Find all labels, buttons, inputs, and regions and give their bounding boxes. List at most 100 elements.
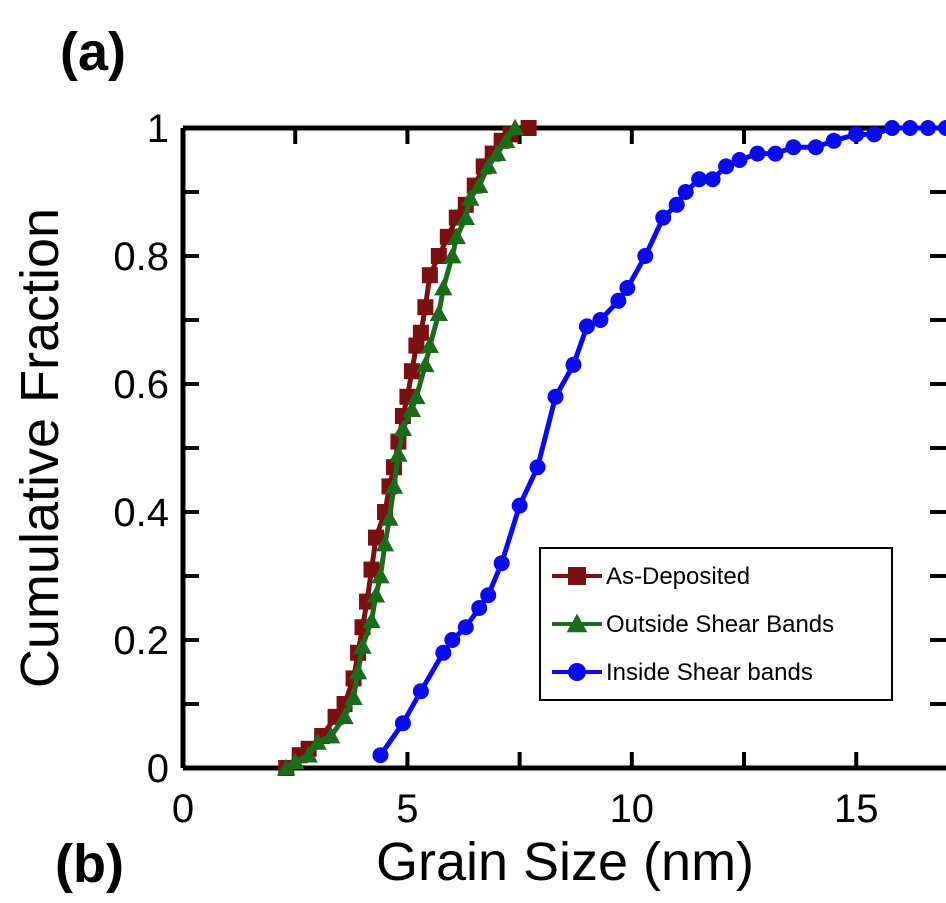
series-line [284, 125, 530, 770]
data-point [592, 312, 609, 328]
data-point [363, 561, 380, 578]
data-point [308, 733, 327, 750]
data-point [335, 707, 354, 725]
data-point [785, 139, 802, 156]
data-point [668, 196, 685, 213]
series-square [278, 120, 537, 776]
x-tick-label: 10 [610, 787, 655, 831]
data-point [412, 683, 429, 700]
data-point [487, 144, 507, 161]
data-point [496, 131, 516, 149]
data-point [371, 566, 390, 584]
x-tick-label: 15 [834, 787, 879, 831]
data-point [408, 337, 425, 354]
data-point [362, 611, 381, 629]
data-point [394, 715, 411, 732]
panel-label-b: (b) [55, 834, 124, 894]
data-point [866, 126, 883, 143]
data-point [520, 120, 537, 136]
legend-label: Outside Shear Bands [606, 611, 834, 638]
data-point [443, 246, 462, 264]
data-point [610, 292, 627, 309]
legend-item: Outside Shear Bands [552, 611, 834, 638]
data-point [447, 227, 466, 245]
y-tick-label: 0.2 [113, 619, 169, 663]
x-axis-title: Grain Size (nm) [376, 832, 754, 892]
data-point [938, 120, 946, 136]
series-line [284, 126, 518, 771]
y-tick-label: 0.4 [113, 491, 169, 535]
data-point [767, 145, 784, 162]
y-tick-label: 1 [147, 107, 169, 151]
data-point [470, 176, 489, 193]
y-tick-label: 0 [147, 747, 169, 791]
y-tick-label: 0.6 [113, 363, 169, 407]
data-point [749, 145, 766, 162]
data-point [299, 746, 318, 763]
legend-marker [566, 613, 588, 633]
data-point [493, 555, 510, 572]
y-axis-title: Cumulative Fraction [10, 208, 70, 688]
data-point [393, 419, 413, 437]
data-point [619, 280, 636, 296]
data-point [825, 132, 842, 149]
data-point [677, 184, 694, 200]
data-point [920, 120, 937, 136]
data-point [380, 509, 399, 526]
data-point [344, 688, 363, 705]
data-point [718, 158, 735, 175]
data-point [348, 662, 368, 680]
data-point [286, 752, 305, 769]
series-layer [277, 118, 946, 776]
data-point [429, 304, 449, 321]
data-point [511, 497, 528, 514]
tick-labels: 0 5 10 15 0 0.2 0.4 0.6 0.8 1 [113, 107, 878, 831]
panel-label-a: (a) [60, 22, 126, 82]
data-point [884, 120, 901, 136]
data-point [430, 248, 447, 264]
data-point [420, 336, 440, 353]
data-point [402, 400, 422, 417]
data-point [505, 118, 525, 136]
data-point [480, 587, 497, 604]
legend-marker [568, 663, 586, 681]
legend-item: Inside Shear bands [552, 659, 813, 686]
data-point [637, 248, 654, 264]
data-point [456, 208, 475, 225]
data-point [403, 363, 420, 380]
y-tick-label: 0.8 [113, 235, 169, 279]
legend-label: Inside Shear bands [606, 659, 813, 686]
data-point [704, 171, 721, 188]
data-point [321, 726, 341, 744]
x-tick-label: 5 [396, 787, 418, 831]
data-point [384, 477, 404, 494]
data-point [435, 644, 452, 661]
data-point [547, 388, 564, 405]
data-point [372, 747, 389, 764]
data-point [691, 171, 708, 188]
data-point [902, 120, 919, 136]
data-point [416, 355, 435, 373]
data-point [375, 534, 395, 552]
data-point [421, 267, 438, 284]
data-point [277, 758, 296, 776]
data-point [479, 157, 498, 174]
data-point [731, 152, 748, 168]
legend-marker [568, 567, 586, 585]
series-triangle [277, 118, 525, 776]
legend-item: As-Deposited [552, 563, 750, 590]
data-point [444, 632, 461, 648]
data-point [389, 445, 408, 462]
data-point [367, 529, 384, 546]
data-point [655, 209, 672, 226]
data-point [578, 318, 595, 335]
x-tick-label: 0 [172, 787, 194, 831]
data-point [457, 619, 474, 636]
data-point [353, 637, 372, 654]
data-point [565, 356, 582, 373]
series-circle [372, 120, 946, 764]
data-point [471, 600, 488, 616]
data-point [412, 324, 429, 341]
data-point [529, 459, 546, 476]
